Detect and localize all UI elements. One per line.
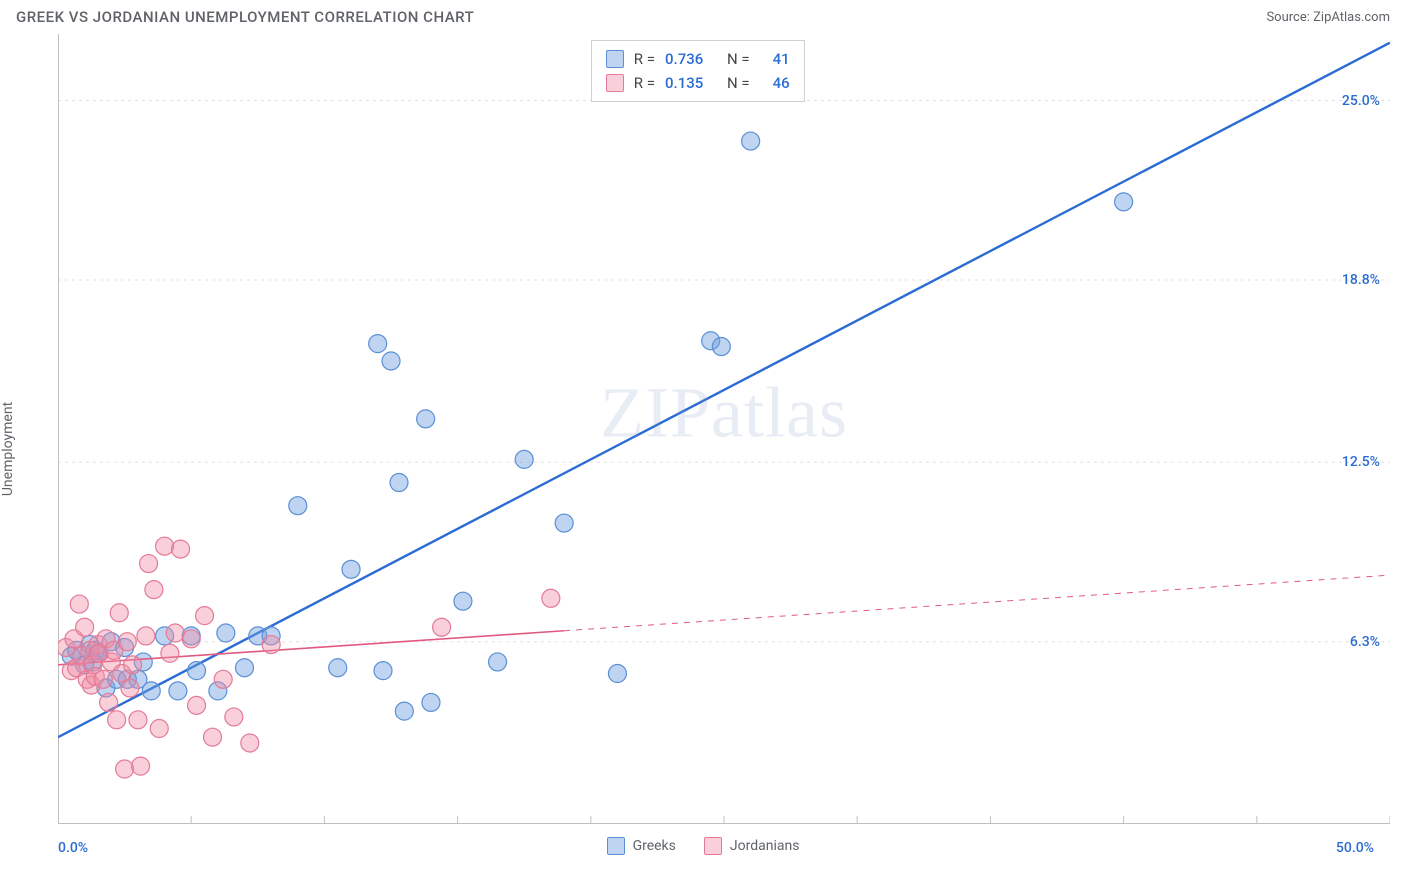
y-tick-label: 12.5% <box>1342 454 1380 470</box>
stat-r-label: R = <box>634 47 655 71</box>
y-axis-label: Unemployment <box>0 402 16 496</box>
source-link[interactable]: ZipAtlas.com <box>1313 10 1390 25</box>
source: Source: ZipAtlas.com <box>1266 10 1390 25</box>
chart-area: Unemployment ZIPatlas R = 0.736 N = 41 R… <box>16 34 1390 864</box>
stat-r-value: 0.135 <box>665 71 717 95</box>
stat-r-label: R = <box>634 71 655 95</box>
stat-row-jordanians: R = 0.135 N = 46 <box>606 71 790 95</box>
scatter-plot-svg <box>58 34 1390 824</box>
swatch-icon <box>607 837 625 855</box>
legend-label: Jordanians <box>730 838 800 854</box>
stat-r-value: 0.736 <box>665 47 717 71</box>
bottom-legend: Greeks Jordanians <box>16 828 1390 864</box>
correlation-stats-box: R = 0.736 N = 41 R = 0.135 N = 46 <box>591 40 805 102</box>
swatch-icon <box>606 74 624 92</box>
stat-n-label: N = <box>727 47 750 71</box>
stat-n-value: 46 <box>760 71 790 95</box>
header: GREEK VS JORDANIAN UNEMPLOYMENT CORRELAT… <box>0 0 1406 30</box>
plot-region: ZIPatlas R = 0.736 N = 41 R = 0.135 N = … <box>58 34 1390 824</box>
y-tick-label: 25.0% <box>1342 93 1380 109</box>
source-label: Source: <box>1266 10 1309 25</box>
legend-item-jordanians[interactable]: Jordanians <box>704 837 800 855</box>
stat-row-greeks: R = 0.736 N = 41 <box>606 47 790 71</box>
y-tick-label: 18.8% <box>1342 272 1380 288</box>
y-tick-label: 6.3% <box>1350 634 1380 650</box>
swatch-icon <box>606 50 624 68</box>
chart-title: GREEK VS JORDANIAN UNEMPLOYMENT CORRELAT… <box>16 8 474 26</box>
stat-n-value: 41 <box>760 47 790 71</box>
stat-n-label: N = <box>727 71 750 95</box>
legend-item-greeks[interactable]: Greeks <box>607 837 676 855</box>
legend-label: Greeks <box>633 838 676 854</box>
swatch-icon <box>704 837 722 855</box>
